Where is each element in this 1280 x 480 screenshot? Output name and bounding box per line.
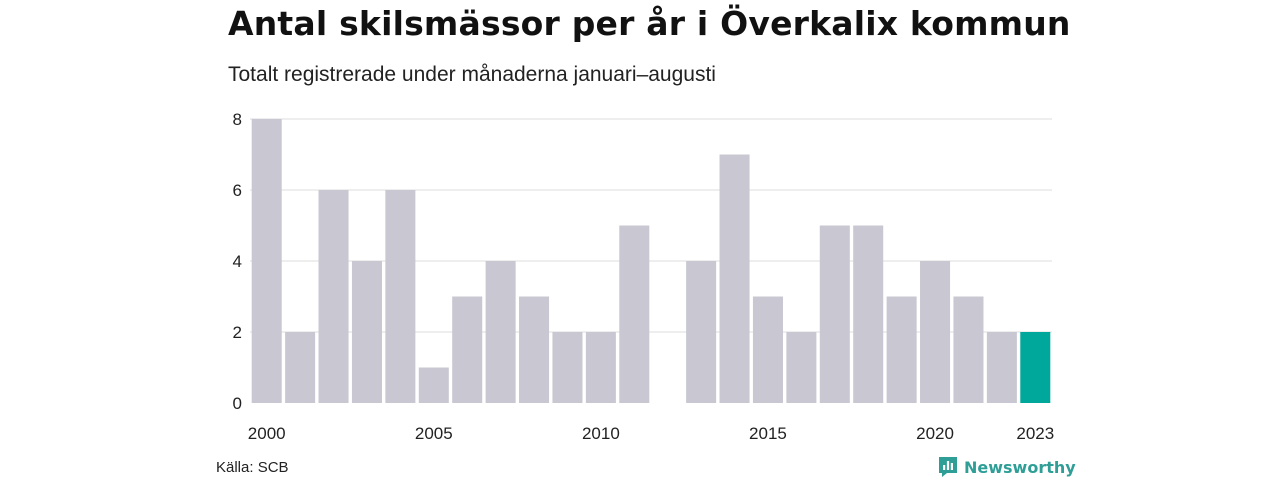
- x-tick-label: 2005: [415, 424, 453, 443]
- bar-2017: [819, 225, 850, 403]
- y-tick-label: 2: [233, 323, 242, 342]
- bars: [251, 119, 1051, 403]
- chart-subtitle: Totalt registrerade under månaderna janu…: [228, 63, 716, 86]
- x-tick-label: 2023: [1016, 424, 1054, 443]
- bar-2010: [585, 332, 616, 403]
- y-tick-label: 6: [233, 181, 242, 200]
- bar-2018: [853, 225, 884, 403]
- bar-2013: [686, 261, 717, 403]
- bar-2008: [519, 296, 550, 403]
- x-tick-label: 2010: [582, 424, 620, 443]
- bar-2014: [719, 154, 750, 403]
- bar-2016: [786, 332, 817, 403]
- newsworthy-logo: Newsworthy: [938, 456, 1076, 478]
- bar-2023: [1020, 332, 1051, 403]
- newsworthy-logo-icon: [939, 457, 957, 477]
- bar-2009: [552, 332, 583, 403]
- x-tick-label: 2000: [248, 424, 286, 443]
- bar-2005: [418, 367, 449, 403]
- x-tick-label: 2015: [749, 424, 787, 443]
- source-note: Källa: SCB: [216, 459, 289, 476]
- bar-2006: [452, 296, 483, 403]
- y-tick-label: 0: [233, 394, 242, 413]
- chart-title: Antal skilsmässor per år i Överkalix kom…: [228, 4, 1071, 43]
- bar-2002: [318, 190, 349, 403]
- y-axis-ticks: 0 2 4 6 8: [233, 110, 242, 413]
- bar-2021: [953, 296, 984, 403]
- bar-2003: [351, 261, 382, 403]
- bar-2020: [920, 261, 951, 403]
- y-tick-label: 8: [233, 110, 242, 129]
- brand-name: Newsworthy: [964, 457, 1076, 477]
- bar-2004: [385, 190, 416, 403]
- x-tick-label: 2020: [916, 424, 954, 443]
- grid-lines: [250, 118, 1052, 333]
- x-axis-ticks: 2000 2005 2010 2015 2020 2023: [248, 424, 1054, 443]
- bar-2007: [485, 261, 516, 403]
- bar-2011: [619, 225, 650, 403]
- y-tick-label: 4: [233, 252, 242, 271]
- bar-2022: [986, 332, 1017, 403]
- bar-2001: [285, 332, 316, 403]
- bar-2000: [251, 119, 282, 403]
- bar-2015: [752, 296, 783, 403]
- bar-2019: [886, 296, 917, 403]
